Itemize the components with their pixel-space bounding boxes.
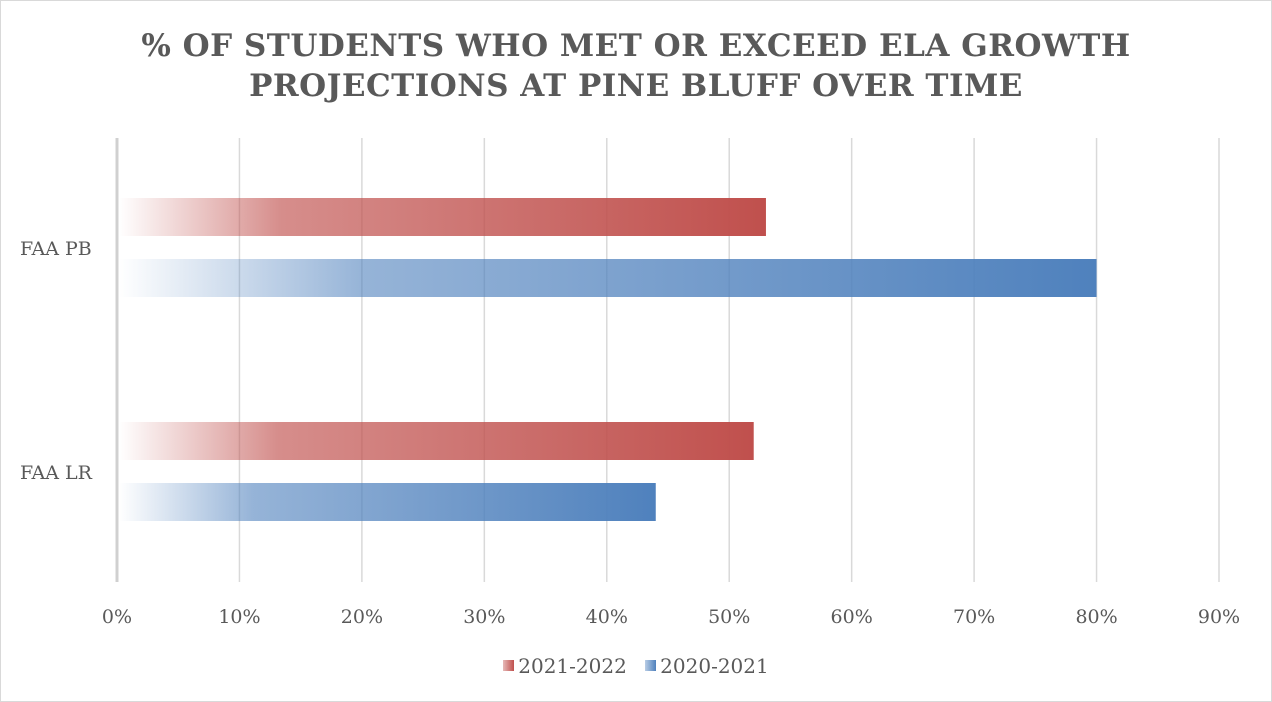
bar-2020-2021-FAA-LR	[119, 483, 656, 521]
legend-label-2020-2021: 2020-2021	[660, 653, 769, 678]
x-tick-label: 0%	[102, 606, 132, 628]
x-tick-label: 90%	[1198, 606, 1240, 628]
legend-item-2020-2021: 2020-2021	[645, 654, 769, 678]
y-category-label: FAA PB	[20, 238, 92, 260]
x-tick-label: 60%	[831, 606, 873, 628]
x-tick-label: 40%	[586, 606, 628, 628]
legend-swatch-2020-2021	[645, 660, 657, 671]
legend-item-2021-2022: 2021-2022	[503, 654, 627, 678]
chart-title-line-2: PROJECTIONS AT PINE BLUFF OVER TIME	[249, 68, 1023, 104]
chart-title: % OF STUDENTS WHO MET OR EXCEED ELA GROW…	[0, 26, 1272, 106]
bar-2021-2022-FAA-LR	[119, 422, 754, 460]
legend: 2021-2022 2020-2021	[0, 652, 1272, 678]
x-tick-label: 70%	[953, 606, 995, 628]
bar-2021-2022-FAA-PB	[119, 198, 766, 236]
chart-title-line-1: % OF STUDENTS WHO MET OR EXCEED ELA GROW…	[141, 28, 1131, 64]
bar-2020-2021-FAA-PB	[119, 259, 1097, 297]
x-tick-label: 30%	[463, 606, 505, 628]
legend-swatch-2021-2022	[503, 660, 515, 671]
x-tick-label: 80%	[1075, 606, 1117, 628]
legend-label-2021-2022: 2021-2022	[518, 653, 627, 678]
x-tick-label: 50%	[708, 606, 750, 628]
x-tick-label: 20%	[341, 606, 383, 628]
x-tick-label: 10%	[218, 606, 260, 628]
y-category-label: FAA LR	[20, 462, 93, 484]
